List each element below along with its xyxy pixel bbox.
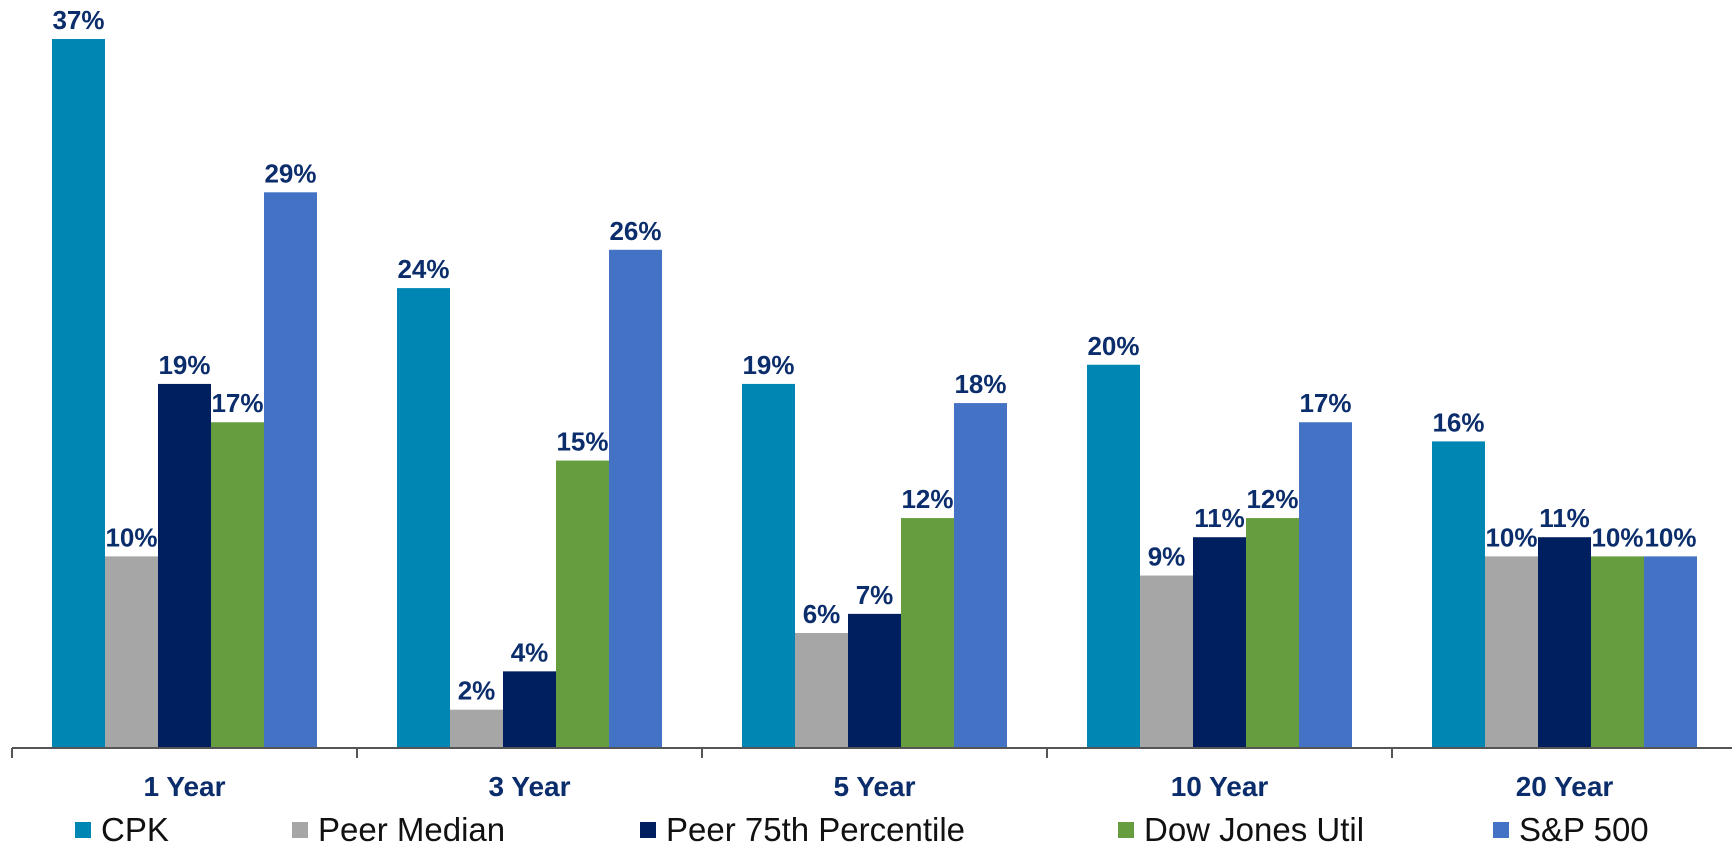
legend-label: Dow Jones Util xyxy=(1144,811,1365,848)
data-label: 10% xyxy=(1644,522,1696,552)
data-label: 15% xyxy=(556,427,608,457)
data-label: 37% xyxy=(52,5,104,35)
legend-label: S&P 500 xyxy=(1519,811,1649,848)
category-label: 1 Year xyxy=(143,771,225,802)
chart-legend: CPK Peer Median Peer 75th Percentile Dow Jo… xyxy=(0,811,1732,848)
bar-cpk-1 xyxy=(397,288,450,748)
bar-peer-75th-percentile-3 xyxy=(1193,537,1246,748)
bar-peer-median-2 xyxy=(795,633,848,748)
bar-dow-jones-util-1 xyxy=(556,460,609,748)
bar-peer-75th-percentile-2 xyxy=(848,613,901,748)
category-label: 20 Year xyxy=(1516,771,1614,802)
bar-peer-median-3 xyxy=(1140,575,1193,748)
legend-swatch xyxy=(1493,822,1509,838)
legend-item: Dow Jones Util xyxy=(1118,811,1365,848)
legend-label: Peer Median xyxy=(318,811,506,848)
legend-item: CPK xyxy=(75,811,169,848)
bar-s-p-500-2 xyxy=(954,403,1007,748)
bar-cpk-0 xyxy=(52,39,105,748)
data-label: 11% xyxy=(1194,503,1245,533)
category-label: 5 Year xyxy=(833,771,915,802)
bar-cpk-4 xyxy=(1432,441,1485,748)
data-label: 11% xyxy=(1539,503,1590,533)
bar-s-p-500-4 xyxy=(1644,556,1697,748)
bar-dow-jones-util-0 xyxy=(211,422,264,748)
bar-peer-median-0 xyxy=(105,556,158,748)
legend-swatch xyxy=(292,822,308,838)
data-label: 12% xyxy=(901,484,953,514)
data-label: 4% xyxy=(511,637,549,667)
legend-swatch xyxy=(640,822,656,838)
bar-s-p-500-0 xyxy=(264,192,317,748)
legend-swatch xyxy=(1118,822,1134,838)
bar-dow-jones-util-4 xyxy=(1591,556,1644,748)
data-label: 17% xyxy=(1299,388,1351,418)
data-label: 10% xyxy=(1485,522,1537,552)
data-label: 9% xyxy=(1148,542,1186,572)
data-label: 7% xyxy=(856,580,894,610)
bar-s-p-500-3 xyxy=(1299,422,1352,748)
data-label: 18% xyxy=(954,369,1006,399)
legend-label: Peer 75th Percentile xyxy=(666,811,966,848)
category-label: 3 Year xyxy=(488,771,570,802)
data-label: 17% xyxy=(211,388,263,418)
bar-cpk-2 xyxy=(742,383,795,748)
data-label: 19% xyxy=(742,350,794,380)
legend-item: Peer Median xyxy=(292,811,506,848)
data-label: 2% xyxy=(458,676,496,706)
bar-peer-75th-percentile-0 xyxy=(158,383,211,748)
data-label: 12% xyxy=(1246,484,1298,514)
bar-cpk-3 xyxy=(1087,364,1140,748)
data-label: 10% xyxy=(1591,522,1643,552)
bar-dow-jones-util-3 xyxy=(1246,518,1299,748)
legend-swatch xyxy=(75,822,91,838)
data-label: 29% xyxy=(264,158,316,188)
data-label: 26% xyxy=(609,216,661,246)
bar-peer-median-4 xyxy=(1485,556,1538,748)
bar-s-p-500-1 xyxy=(609,249,662,748)
legend-item: S&P 500 xyxy=(1493,811,1649,848)
data-label: 10% xyxy=(105,522,157,552)
legend-item: Peer 75th Percentile xyxy=(640,811,966,848)
bar-peer-75th-percentile-4 xyxy=(1538,537,1591,748)
data-label: 19% xyxy=(158,350,210,380)
data-label: 6% xyxy=(803,599,841,629)
data-label: 16% xyxy=(1432,407,1484,437)
data-label: 20% xyxy=(1087,331,1139,361)
category-label: 10 Year xyxy=(1171,771,1269,802)
bar-peer-median-1 xyxy=(450,709,503,748)
legend-label: CPK xyxy=(101,811,169,848)
bar-peer-75th-percentile-1 xyxy=(503,671,556,748)
data-label: 24% xyxy=(397,254,449,284)
bar-dow-jones-util-2 xyxy=(901,518,954,748)
